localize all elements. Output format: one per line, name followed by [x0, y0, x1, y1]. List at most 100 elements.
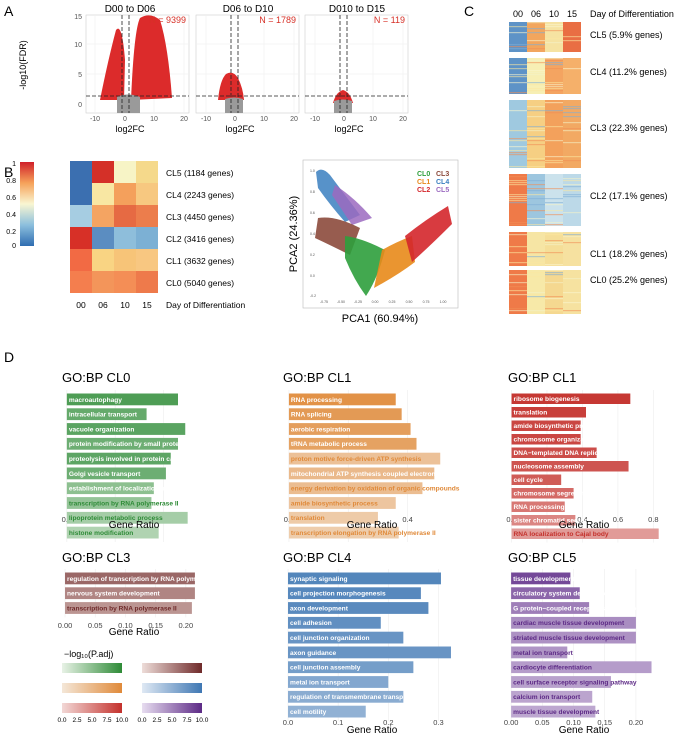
heatmap-column-block: [509, 232, 527, 266]
go-term-label: translation: [291, 515, 325, 522]
heatmap-gene-stripe: [509, 222, 527, 224]
pca-y-tick: 0.4: [310, 232, 315, 236]
volcano-title: D00 to D06: [105, 4, 156, 15]
volcano-points: [100, 15, 172, 113]
heatmap-gene-stripe: [527, 62, 545, 64]
go-term-label: translation: [514, 409, 548, 416]
heatmap-cell: [114, 161, 136, 183]
heatmap-gene-stripe: [509, 310, 527, 312]
x-tick-label: 0.05: [88, 621, 103, 630]
heatmap-gene-stripe: [509, 194, 527, 196]
go-term-bar: [511, 515, 576, 526]
cluster-label: CL2 (3416 genes): [166, 234, 234, 244]
go-term-bar: [288, 646, 451, 659]
go-term-bar: [511, 501, 565, 512]
go-term-label: striated muscle tissue development: [513, 635, 626, 642]
go-term-label: cardiac muscle tissue development: [513, 620, 625, 627]
heatmap-cell: [136, 271, 158, 293]
x-tick-label: 0: [342, 116, 346, 123]
go-term-label: proteolysis involved in protein cataboli…: [69, 456, 222, 463]
color-legend-blue: [142, 683, 202, 693]
heatmap-gene-stripe: [509, 202, 527, 204]
go-term-bar: [288, 676, 389, 688]
day-tick: 10: [549, 9, 559, 19]
x-tick-label: 0.15: [597, 718, 612, 727]
cluster-label: CL0 (5040 genes): [166, 278, 234, 288]
go-term-bar: [288, 526, 399, 539]
go-term-label: synaptic signaling: [290, 576, 348, 583]
heatmap-gene-stripe: [509, 26, 527, 28]
heatmap-gene-stripe: [509, 44, 527, 46]
volcano-title: D010 to D15: [329, 4, 386, 15]
heatmap-gene-stripe: [545, 64, 563, 66]
heatmap-gene-stripe: [545, 26, 563, 28]
go-term-label: cell surface receptor signaling pathway: [513, 679, 637, 686]
heatmap-gene-stripe: [509, 92, 527, 94]
heatmap-column-block: [545, 22, 563, 52]
heatmap-gene-stripe: [563, 108, 581, 110]
heatmap-gene-stripe: [545, 88, 563, 90]
go-term-label: axon development: [290, 605, 349, 612]
heatmap-gene-stripe: [527, 144, 545, 146]
x-tick-label: 0.10: [118, 621, 133, 630]
go-term-bar: [66, 482, 154, 495]
x-tick-label: 0.20: [179, 621, 194, 630]
heatmap-gene-stripe: [509, 74, 527, 76]
heatmap-column-block: [527, 174, 545, 226]
heatmap-cell: [70, 227, 92, 249]
pca-x-tick: -0.50: [337, 300, 345, 304]
heatmap-gene-stripe: [563, 142, 581, 144]
cluster-label: CL4 (2243 genes): [166, 190, 234, 200]
pca-legend-label: CL1: [417, 179, 430, 186]
heatmap-gene-stripe: [545, 282, 563, 284]
day-tick: 15: [567, 9, 577, 19]
heatmap-gene-stripe: [527, 22, 545, 24]
heatmap-column-block: [527, 22, 545, 52]
y-tick-label: 5: [78, 72, 82, 79]
nonsignificant-points: [225, 97, 243, 113]
panel-d-go-enrichment: GO:BP CL0 GO:BP CL1 GO:BP CL1 GO:BP CL3 …: [57, 370, 659, 736]
pca-point-clouds: [315, 169, 452, 296]
go-term-bar: [511, 407, 586, 418]
heatmap-gene-stripe: [509, 176, 527, 178]
heatmap-gene-stripe: [527, 44, 545, 46]
heatmap-gene-stripe: [509, 76, 527, 78]
heatmap-gene-stripe: [509, 184, 527, 186]
go-term-bar: [288, 602, 429, 614]
heatmap-gene-stripe: [563, 68, 581, 70]
panel-c: 00 06 10 15 Day of Differentiation CL5 (…: [509, 9, 674, 314]
go-term-bar: [66, 452, 171, 465]
panel-label-c: C: [464, 3, 474, 19]
legend-tick: 0.2: [6, 229, 16, 236]
heatmap-gene-stripe: [527, 218, 545, 220]
go-term-bar: [511, 587, 580, 600]
day-axis-label: Day of Differentiation: [166, 300, 245, 310]
volcano-gridlines: [196, 15, 299, 113]
heatmap-gene-stripe: [545, 232, 563, 234]
cluster-label: CL4 (11.2% genes): [590, 67, 667, 77]
heatmap-gene-stripe: [545, 110, 563, 112]
go-term-label: nucleosome assembly: [514, 463, 585, 470]
heatmap-gene-stripe: [563, 122, 581, 124]
cluster-label: CL1 (18.2% genes): [590, 249, 668, 259]
legend-tick: 1: [12, 161, 16, 168]
heatmap-gene-stripe: [563, 112, 581, 114]
heatmap-gene-stripe: [545, 204, 563, 206]
heatmap-gene-stripe: [527, 264, 545, 266]
color-legend-orange: [62, 683, 122, 693]
heatmap-gene-stripe: [509, 130, 527, 132]
heatmap-gene-stripe: [545, 242, 563, 244]
heatmap-gene-stripe: [527, 294, 545, 296]
heatmap-gene-stripe: [545, 234, 563, 236]
heatmap-gene-stripe: [527, 106, 545, 108]
x-tick-label: 0.15: [148, 621, 163, 630]
go-term-bar: [66, 526, 159, 539]
go-term-label: G protein−coupled receptor signaling pat…: [513, 605, 659, 612]
heatmap-gene-stripe: [545, 86, 563, 88]
heatmap-gene-stripe: [509, 200, 527, 202]
gene-ratio-axis-label: Gene Ratio: [347, 725, 398, 736]
heatmap-cell: [92, 161, 114, 183]
heatmap-gene-stripe: [527, 262, 545, 264]
x-tick-label: -10: [310, 116, 320, 123]
